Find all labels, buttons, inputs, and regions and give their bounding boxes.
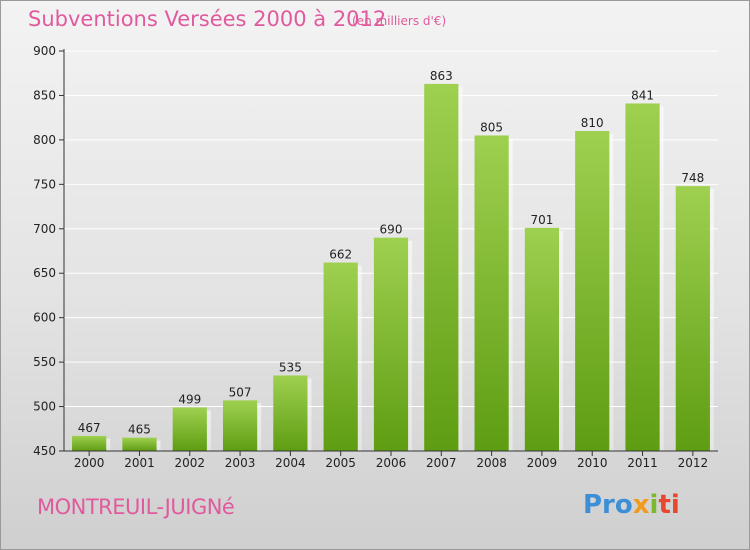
x-tick-label: 2006 [376,456,407,470]
bar-2012 [675,186,710,451]
bar-2009 [524,227,560,451]
data-label: 467 [78,421,101,435]
bar-2010 [575,131,610,451]
data-label: 465 [128,423,151,437]
bars [72,83,710,451]
y-tick-label: 500 [33,400,56,414]
data-label: 748 [681,171,704,185]
bar-2001 [122,437,157,451]
y-tick-label: 650 [33,266,56,280]
y-tick-label: 450 [33,444,56,458]
x-tick-label: 2008 [476,456,507,470]
place-name: MONTREUIL-JUIGNé [37,495,235,519]
chart-title: Subventions Versées 2000 à 2012 [28,7,387,31]
data-label: 662 [329,248,352,262]
x-tick-label: 2005 [325,456,356,470]
y-tick-label: 550 [33,355,56,369]
data-label: 535 [279,360,302,374]
proxiti-logo: Proxiti [583,490,680,520]
x-tick-label: 2010 [577,456,608,470]
x-tick-label: 2012 [678,456,709,470]
bar-2007 [424,83,459,451]
data-label: 701 [530,213,553,227]
x-tick-label: 2003 [225,456,256,470]
bar-2004 [273,375,308,451]
data-label: 690 [380,223,403,237]
x-tick-label: 2004 [275,456,306,470]
data-label: 810 [581,116,604,130]
x-tick-label: 2000 [74,456,105,470]
y-tick-label: 600 [33,311,56,325]
bar-2011 [625,103,660,451]
y-tick-label: 800 [33,133,56,147]
data-label: 841 [631,88,654,102]
bar-2008 [474,135,509,451]
x-tick-label: 2011 [627,456,658,470]
bar-2006 [373,237,409,451]
x-tick-label: 2001 [124,456,155,470]
bar-2005 [323,262,358,451]
y-tick-label: 850 [33,88,56,102]
labels: 450 500 550 600 650 700 750 800 850 900 2000 467 200… [33,44,708,470]
data-label: 507 [229,385,252,399]
data-label: 499 [178,392,201,406]
axes [59,49,718,456]
y-tick-label: 900 [33,44,56,58]
bar-2000 [72,435,107,451]
y-tick-label: 700 [33,222,56,236]
x-tick-label: 2007 [426,456,457,470]
chart-unit: (en milliers d'€) [352,14,447,28]
x-tick-label: 2002 [174,456,205,470]
data-label: 863 [430,69,453,83]
x-tick-label: 2009 [527,456,558,470]
bar-2002 [172,407,207,451]
y-tick-label: 750 [33,177,56,191]
data-label: 805 [480,120,503,134]
bar-2003 [222,400,258,451]
